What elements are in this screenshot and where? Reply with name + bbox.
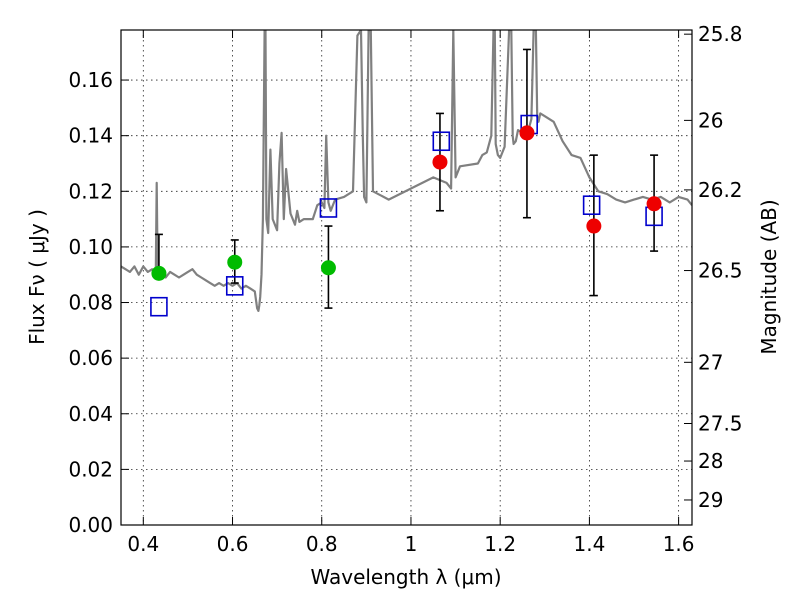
y-tick-label: 0.16	[68, 68, 113, 92]
nir-photometry-point	[432, 154, 448, 170]
data-points-layer	[150, 114, 663, 317]
synthetic-photometry-point	[582, 195, 601, 215]
optical-photometry-point	[227, 254, 243, 270]
axis-ticks	[121, 30, 692, 526]
synthetic-photometry-point	[225, 276, 244, 296]
y2-tick-label: 27	[698, 350, 723, 374]
y-tick-label: 0.08	[68, 291, 113, 315]
grid-lines	[121, 30, 692, 526]
model-spectrum-layer	[121, 30, 692, 312]
y2-tick-label: 27.5	[698, 411, 743, 435]
y2-tick-label: 26	[698, 108, 723, 132]
x-tick-label: 1.6	[663, 532, 695, 556]
nir-photometry-point	[519, 125, 535, 141]
y-tick-label: 0.10	[68, 235, 113, 259]
y-tick-label: 0.00	[68, 513, 113, 537]
x-tick-label: 1	[405, 532, 418, 556]
right-axis-label: Magnitude (AB)	[757, 199, 781, 354]
x-tick-label: 0.4	[127, 532, 159, 556]
y-tick-label: 0.14	[68, 124, 113, 148]
x-tick-label: 0.6	[217, 532, 249, 556]
synthetic-photometry-point	[150, 296, 168, 317]
y-tick-label: 0.12	[68, 179, 113, 203]
error-bars-layer	[154, 48, 659, 309]
plot-frame	[120, 29, 693, 526]
synthetic-photometry-point	[319, 198, 338, 218]
y2-tick-label: 28	[698, 449, 723, 473]
x-tick-label: 1.4	[573, 532, 605, 556]
y-tick-label: 0.02	[68, 457, 113, 481]
tick-labels: 0.4 0.6 0.8 1 1.2 1.4 1.6 0.00 0.02 0.04 0.06 0.08 0…	[68, 22, 742, 556]
y-axis-label: Flux Fν ( μJy )	[25, 209, 49, 345]
nir-photometry-point	[646, 196, 662, 212]
x-axis-label: Wavelength λ (μm)	[310, 565, 501, 589]
y2-tick-label: 29	[698, 488, 723, 512]
y-tick-label: 0.04	[68, 402, 113, 426]
synthetic-photometry-point	[432, 131, 451, 152]
model-spectrum-line	[121, 30, 692, 312]
y2-tick-label: 26.2	[698, 178, 743, 202]
x-tick-label: 1.2	[484, 532, 516, 556]
y2-tick-label: 26.5	[698, 259, 743, 283]
y-tick-label: 0.06	[68, 346, 113, 370]
optical-photometry-point	[320, 260, 336, 276]
nir-photometry-point	[586, 218, 602, 234]
optical-photometry-point	[151, 265, 167, 281]
x-tick-label: 0.8	[306, 532, 338, 556]
y2-tick-label: 25.8	[698, 22, 743, 46]
